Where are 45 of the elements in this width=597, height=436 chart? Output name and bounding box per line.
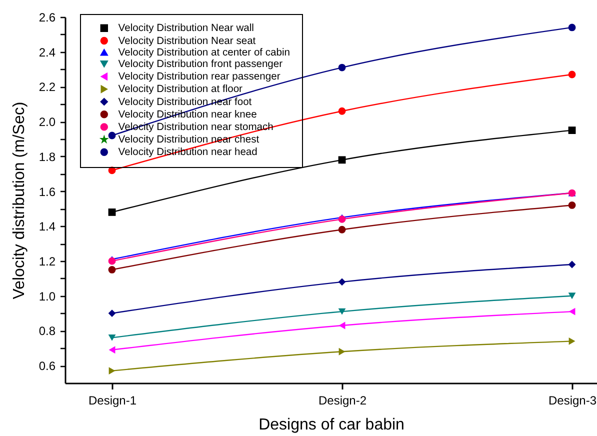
y-tick-label: 2.2 — [38, 80, 56, 94]
legend-label: Velocity Distribution at center of cabin — [118, 47, 290, 58]
point — [568, 202, 576, 209]
point — [108, 346, 116, 354]
x-tick-label: Design-1 — [88, 394, 137, 408]
y-tick-label: 1.8 — [38, 150, 56, 164]
y-tick-label: 1.2 — [38, 254, 56, 268]
point — [568, 70, 576, 78]
legend-label: Velocity Distribution at floor — [118, 84, 244, 96]
point — [108, 266, 116, 274]
point — [108, 367, 116, 375]
point — [568, 260, 576, 268]
x-tick-label: Design-2 — [318, 394, 367, 408]
point — [108, 334, 116, 341]
point — [338, 226, 346, 234]
legend-label: Velocity Distribution front passenger — [118, 58, 284, 70]
point — [108, 208, 116, 216]
point — [108, 257, 116, 265]
y-tick-label: 2.6 — [38, 10, 56, 24]
point — [338, 64, 346, 72]
point — [338, 156, 346, 164]
point — [338, 107, 346, 115]
point — [568, 126, 576, 134]
y-axis-title: Velocity distribution (m/Sec) — [10, 102, 28, 300]
point — [338, 348, 346, 356]
y-tick-label: 1.4 — [38, 220, 56, 234]
point — [568, 24, 576, 32]
x-axis-title: Designs of car babin — [258, 416, 404, 434]
y-tick-label: 1.6 — [38, 184, 56, 199]
x-tick-label: Design-3 — [548, 394, 597, 408]
y-tick-label: 0.6 — [38, 359, 56, 374]
legend-label: Velocity Distribution Near seat — [118, 36, 256, 47]
point — [568, 337, 576, 345]
y-tick-label: 2.0 — [38, 115, 56, 130]
legend-label: Velocity Distribution Near wall — [118, 23, 254, 34]
point — [338, 322, 346, 330]
point — [568, 308, 576, 316]
point — [338, 278, 346, 286]
legend-label: Velocity Distribution rear passenger — [118, 72, 281, 83]
y-tick-label: 0.8 — [38, 324, 56, 338]
point — [338, 308, 346, 315]
y-tick-label: 1.0 — [38, 289, 56, 304]
point — [108, 132, 116, 140]
y-tick-label: 2.4 — [38, 45, 56, 60]
point — [568, 292, 576, 300]
